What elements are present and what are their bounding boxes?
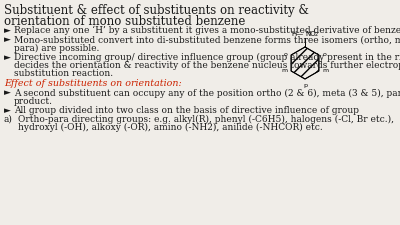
Text: hydroxyl (-OH), alkoxy (-OR), amino (-NH2), anilide (-NHCOR) etc.: hydroxyl (-OH), alkoxy (-OR), amino (-NH… <box>18 123 323 132</box>
Text: ►: ► <box>4 88 11 97</box>
Text: product.: product. <box>14 97 53 106</box>
Text: ►: ► <box>4 106 11 115</box>
Text: p: p <box>303 83 307 88</box>
Text: Substituent & effect of substituents on reactivity &: Substituent & effect of substituents on … <box>4 4 309 17</box>
Text: para) are possible.: para) are possible. <box>14 43 99 52</box>
Text: ►: ► <box>4 26 11 35</box>
Text: a): a) <box>4 115 13 124</box>
Text: ►: ► <box>4 53 11 62</box>
Text: Ortho-para directing groups: e.g. alkyl(R), phenyl (-C6H5), halogens (-Cl, Br et: Ortho-para directing groups: e.g. alkyl(… <box>18 115 394 124</box>
Text: o: o <box>283 52 287 58</box>
Text: A second substituent can occupy any of the position ortho (2 & 6), meta (3 & 5),: A second substituent can occupy any of t… <box>14 88 400 97</box>
Text: o: o <box>323 52 327 58</box>
Text: Effect of substituents on orientation:: Effect of substituents on orientation: <box>4 79 182 88</box>
Text: Directive incoming group/ directive influence group (group already present in th: Directive incoming group/ directive infl… <box>14 53 400 62</box>
Text: m: m <box>281 68 287 74</box>
Text: orientation of mono substituted benzene: orientation of mono substituted benzene <box>4 15 245 28</box>
Text: decides the orientation & reactivity of the benzene nucleus towards further elec: decides the orientation & reactivity of … <box>14 61 400 70</box>
Text: Replace any one ‘H’ by a substituent it gives a mono-substituted derivative of b: Replace any one ‘H’ by a substituent it … <box>14 26 400 35</box>
Text: Mono-substituted convert into di-substituted benzene forms three isomers (ortho,: Mono-substituted convert into di-substit… <box>14 35 400 44</box>
Text: 2: 2 <box>315 32 318 38</box>
Text: ►: ► <box>4 35 11 44</box>
Text: All group divided into two class on the basis of directive influence of group: All group divided into two class on the … <box>14 106 359 115</box>
Text: substitution reaction.: substitution reaction. <box>14 69 113 78</box>
Text: m: m <box>323 68 329 74</box>
Text: NO: NO <box>305 31 316 37</box>
Text: H—: H— <box>292 31 304 37</box>
